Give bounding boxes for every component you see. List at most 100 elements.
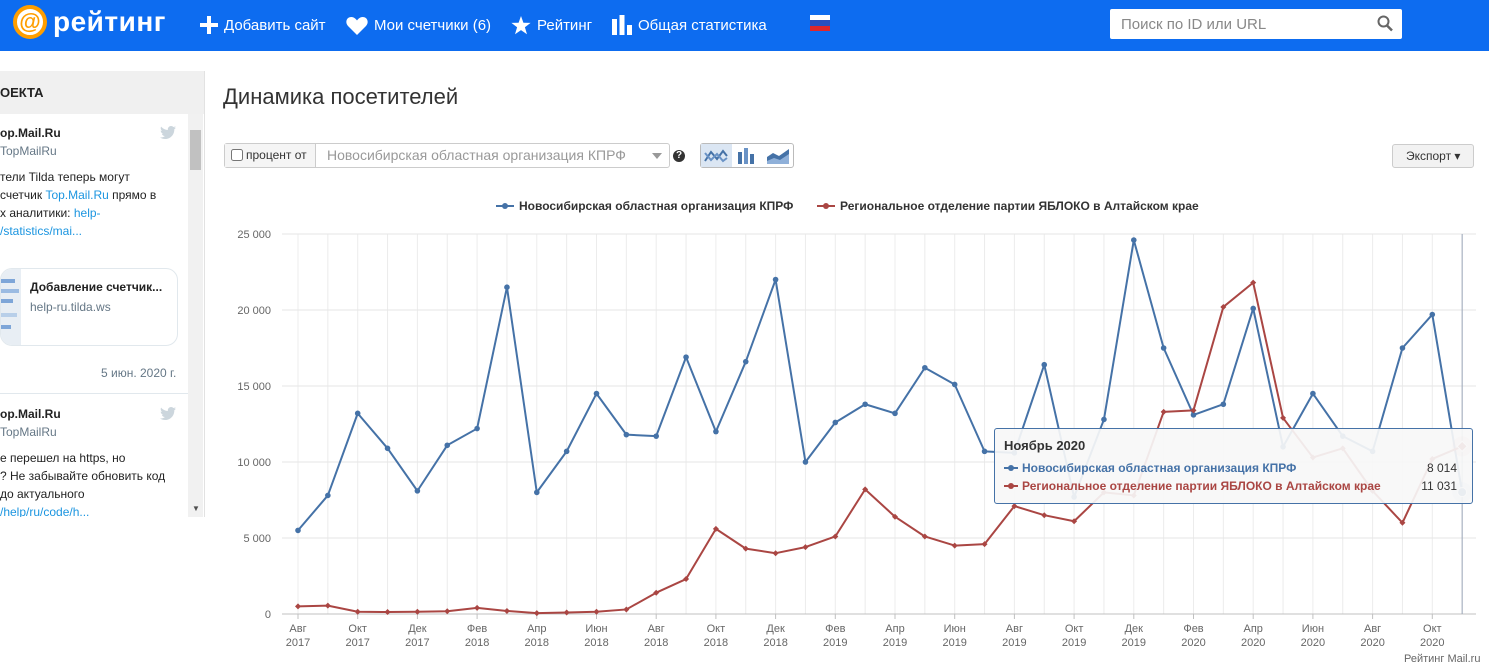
data-point	[892, 410, 898, 417]
x-tick-label: 2018	[704, 637, 728, 649]
data-point	[1041, 512, 1048, 519]
nav-general-stats[interactable]: Общая статистика	[612, 12, 767, 38]
area-chart-icon[interactable]	[762, 144, 793, 167]
nav-rating[interactable]: Рейтинг	[511, 12, 592, 38]
data-point	[1190, 407, 1197, 414]
data-point	[1160, 345, 1167, 351]
data-point	[563, 609, 570, 616]
y-tick-label: 0	[265, 609, 271, 621]
tweet-text-part: счетчик	[0, 188, 46, 202]
data-point	[593, 390, 600, 397]
russia-flag-icon[interactable]	[810, 15, 830, 31]
tweet-text-line: ? Не забывайте обновить код	[0, 469, 166, 483]
scrollbar-thumb[interactable]	[190, 130, 201, 170]
y-tick-label: 10 000	[237, 457, 271, 469]
legend-item-yabloko[interactable]: Региональное отделение партии ЯБЛОКО в А…	[817, 199, 1199, 213]
data-point	[1220, 303, 1227, 310]
nav-my-counters[interactable]: Мои счетчики (6)	[346, 12, 491, 38]
x-tick-label: 2020	[1301, 637, 1325, 649]
data-point	[474, 604, 481, 611]
x-tick-label: Окт	[348, 623, 367, 635]
data-point	[653, 589, 660, 596]
tweet-link[interactable]: /statistics/mai...	[0, 224, 83, 238]
data-point	[325, 492, 331, 499]
sidebar-twitter-feed: ОЕКТА op.Mail.Ru TopMailRu тели Tilda те…	[0, 71, 205, 517]
card-thumbnail	[1, 269, 21, 345]
column-chart-icon[interactable]	[732, 144, 763, 167]
data-point	[354, 608, 361, 615]
x-tick-label: 2017	[345, 637, 369, 649]
data-point	[683, 576, 690, 583]
x-tick-label: 2018	[465, 637, 489, 649]
data-point	[802, 459, 809, 465]
x-tick-label: 2018	[644, 637, 668, 649]
link-preview-card[interactable]: Добавление счетчик... help-ru.tilda.ws	[0, 268, 178, 346]
legend-swatch	[817, 203, 835, 209]
tweet-link[interactable]: help-	[73, 206, 101, 220]
data-point	[563, 448, 570, 455]
x-tick-label: 2020	[1241, 637, 1265, 649]
export-button[interactable]: Экспорт ▾	[1392, 144, 1474, 168]
data-point	[742, 545, 749, 552]
search-icon[interactable]	[1377, 15, 1393, 32]
nav-my-counters-label: Мои счетчики (6)	[374, 16, 492, 34]
scroll-down-arrow-icon[interactable]: ▼	[192, 504, 200, 513]
nav-general-stats-label: Общая статистика	[638, 16, 767, 34]
data-point	[1131, 237, 1137, 243]
tweet-link[interactable]: /help/ru/code/h...	[0, 505, 90, 517]
data-point	[384, 609, 391, 616]
nav-add-site-label: Добавить сайт	[224, 16, 326, 34]
x-tick-label: Дек	[1125, 623, 1144, 635]
data-point	[1399, 345, 1406, 351]
x-tick-label: 2018	[584, 637, 608, 649]
tweet-text: е перешел на https, но ? Не забывайте об…	[0, 449, 188, 517]
line-chart-icon[interactable]	[701, 144, 732, 167]
percent-label: процент от	[246, 148, 307, 162]
footer-brand: Рейтинг Mail.ru	[1404, 653, 1481, 665]
data-point	[295, 527, 301, 534]
site-logo[interactable]: @ рейтинг	[13, 5, 166, 39]
heart-icon	[346, 16, 368, 35]
data-point	[623, 606, 630, 613]
nav-add-site[interactable]: Добавить сайт	[200, 12, 326, 38]
tweet[interactable]: op.Mail.Ru TopMailRu тели Tilda теперь м…	[0, 126, 188, 240]
data-point	[295, 603, 301, 610]
help-icon[interactable]: ?	[673, 150, 685, 162]
data-point	[921, 533, 928, 540]
tweet-author-name: op.Mail.Ru	[0, 407, 61, 421]
data-point	[1310, 390, 1316, 397]
tweet[interactable]: op.Mail.Ru TopMailRu е перешел на https,…	[0, 407, 188, 517]
chevron-down-icon[interactable]	[652, 153, 662, 159]
x-tick-label: 2020	[1420, 637, 1444, 649]
search-input[interactable]	[1119, 15, 1373, 34]
x-tick-label: Дек	[766, 623, 785, 635]
legend-item-kprf[interactable]: Новосибирская областная организация КПРФ	[496, 199, 793, 213]
data-point	[653, 433, 659, 439]
sidebar-scrollbar[interactable]: ▼	[188, 114, 203, 517]
percent-compare-control: процент от Новосибирская областная орган…	[224, 143, 670, 168]
x-tick-label: Июн	[944, 623, 966, 635]
data-point	[1250, 279, 1257, 286]
data-point	[1190, 412, 1197, 418]
x-tick-label: 2019	[1122, 637, 1146, 649]
tweet-link[interactable]: Top.Mail.Ru	[45, 188, 109, 202]
star-icon	[511, 15, 531, 34]
data-point	[534, 489, 540, 496]
legend-swatch	[496, 203, 514, 209]
sidebar-title: ОЕКТА	[0, 71, 204, 114]
data-point	[892, 513, 898, 520]
x-tick-label: Апр	[1243, 623, 1262, 635]
percent-checkbox[interactable]	[231, 149, 243, 161]
x-tick-label: 2019	[883, 637, 907, 649]
x-tick-label: 2017	[405, 637, 429, 649]
percent-toggle[interactable]: процент от	[225, 144, 316, 167]
data-point	[354, 410, 361, 417]
page-title: Динамика посетителей	[223, 84, 459, 109]
data-point	[832, 533, 839, 540]
data-point	[742, 358, 749, 365]
data-point	[593, 608, 600, 615]
compare-site-select[interactable]: Новосибирская областная организация КПРФ	[327, 147, 626, 163]
tweet-date[interactable]: 5 июн. 2020 г.	[101, 366, 177, 380]
legend-label: Новосибирская областная организация КПРФ	[519, 199, 794, 213]
tooltip-title: Ноябрь 2020	[1004, 438, 1086, 453]
